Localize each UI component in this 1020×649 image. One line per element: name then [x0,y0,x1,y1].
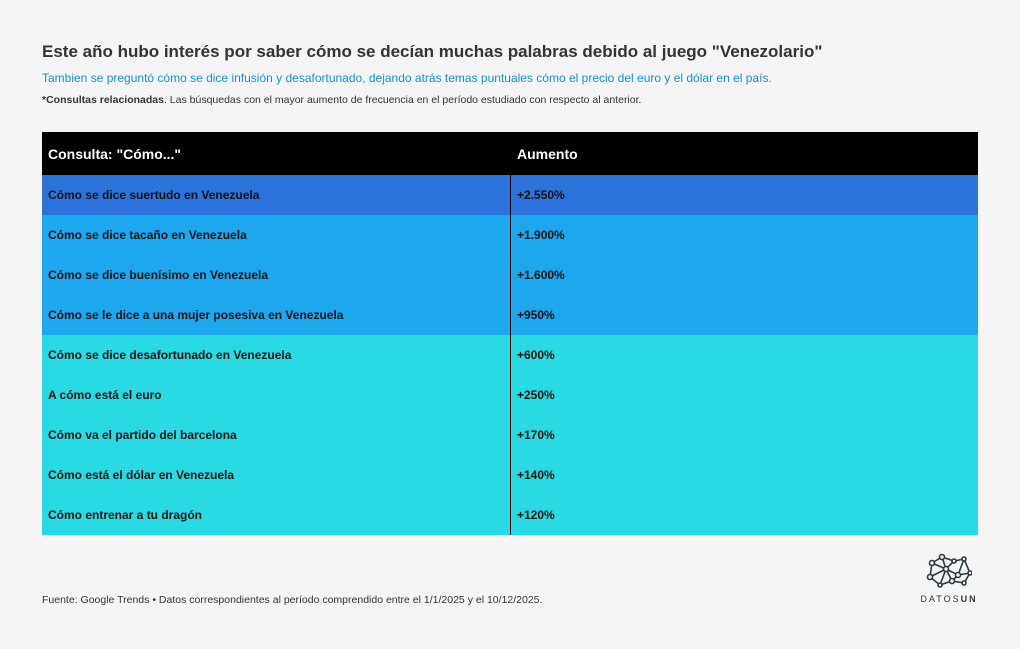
table-row: Cómo entrenar a tu dragón +120% [42,495,978,535]
table-row: Cómo va el partido del barcelona +170% [42,415,978,455]
query-cell: A cómo está el euro [42,375,511,415]
table-row: Cómo se dice desafortunado en Venezuela +… [42,335,978,375]
subtitle: Tambien se preguntó cómo se dice infusió… [42,71,772,85]
table-row: Cómo se le dice a una mujer posesiva en … [42,295,978,335]
table-row: A cómo está el euro +250% [42,375,978,415]
queries-table: Consulta: "Cómo..." Aumento Cómo se dice… [42,132,978,535]
increase-cell: +1.900% [517,228,565,242]
increase-cell: +2.550% [517,188,565,202]
logo-text: DATOSUN [918,594,980,604]
increase-cell: +600% [517,348,555,362]
table-row: Cómo se dice buenísimo en Venezuela +1.60… [42,255,978,295]
query-cell: Cómo está el dólar en Venezuela [42,455,511,495]
chart-title: Este año hubo interés por saber cómo se … [42,42,823,61]
note: *Consultas relacionadas. Las búsquedas c… [42,94,641,106]
table-row: Cómo se dice tacaño en Venezuela +1.900% [42,215,978,255]
query-cell: Cómo se dice buenísimo en Venezuela [42,255,511,295]
increase-cell: +170% [517,428,555,442]
increase-cell: +140% [517,468,555,482]
query-cell: Cómo se dice suertudo en Venezuela [42,175,511,215]
table-row: Cómo está el dólar en Venezuela +140% [42,455,978,495]
increase-cell: +250% [517,388,555,402]
query-cell: Cómo entrenar a tu dragón [42,495,511,535]
query-cell: Cómo se dice desafortunado en Venezuela [42,335,511,375]
table-row: Cómo se dice suertudo en Venezuela +2.550… [42,175,978,215]
note-bold: *Consultas relacionadas [42,94,164,106]
increase-cell: +1.600% [517,268,565,282]
logo-text-bold: UN [960,594,978,604]
table-header: Consulta: "Cómo..." Aumento [42,132,978,175]
logo-text-light: DATOS [920,594,961,604]
header-increase: Aumento [510,132,978,175]
query-cell: Cómo va el partido del barcelona [42,415,511,455]
source-note: Fuente: Google Trends • Datos correspond… [42,594,543,606]
query-cell: Cómo se dice tacaño en Venezuela [42,215,511,255]
header-query: Consulta: "Cómo..." [42,132,511,175]
query-cell: Cómo se le dice a una mujer posesiva en … [42,295,511,335]
network-logo-icon [926,553,973,588]
note-text: . Las búsquedas con el mayor aumento de … [163,94,642,106]
increase-cell: +950% [517,308,555,322]
increase-cell: +120% [517,508,555,522]
datosun-logo: DATOSUN [918,553,980,604]
